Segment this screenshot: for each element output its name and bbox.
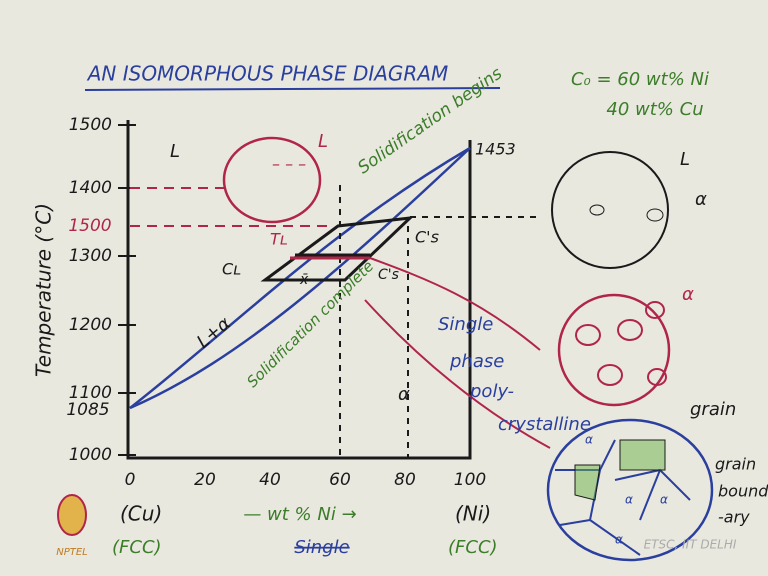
sketch-label: α	[682, 284, 694, 305]
x-end: (Ni)	[455, 502, 491, 526]
logo	[58, 495, 86, 535]
annotation: Cʟ	[222, 260, 241, 279]
slide: AN ISOMORPHOUS PHASE DIAGRAM C₀ = 60 wt%…	[0, 0, 768, 576]
y-tick-label: 1500	[69, 115, 112, 135]
y-tick-label: 1000	[69, 445, 112, 465]
y-axis-label: Temperature (°C)	[32, 203, 56, 377]
x-axis-label: — wt % Ni →	[243, 504, 356, 525]
x-tick-label: 20	[194, 470, 216, 490]
x-note: Single	[294, 537, 349, 558]
x-tick-label: 40	[259, 470, 281, 490]
y-tick-label: 1400	[69, 178, 112, 198]
y-tick-label: 1200	[69, 315, 112, 335]
y-mark: 1500	[68, 216, 111, 236]
melting-point: 1453	[475, 140, 516, 159]
composition: 40 wt% Cu	[606, 99, 703, 120]
region-label: α	[398, 384, 410, 405]
logo-text: NPTEL	[56, 547, 88, 558]
x-tick-label: 100	[454, 470, 486, 490]
credit: ETSC, IIT DELHI	[644, 538, 737, 552]
annotation: phase	[449, 351, 504, 372]
annotation: x̄	[299, 272, 309, 288]
grain-label: α	[660, 493, 668, 507]
sketch-label: L	[318, 131, 328, 152]
annotation: grain	[690, 399, 736, 420]
annotation: C's	[378, 267, 399, 283]
region-label: L	[170, 141, 180, 162]
sketch-label: α	[695, 189, 707, 210]
x-end: (Cu)	[120, 502, 162, 526]
annotation: crystalline	[498, 414, 591, 435]
x-tick-label: 0	[125, 470, 136, 490]
annotation: -ary	[718, 508, 750, 527]
x-end: (FCC)	[448, 537, 498, 558]
grain-label: α	[585, 433, 593, 447]
annotation: grain	[715, 455, 756, 474]
x-tick-label: 60	[329, 470, 351, 490]
composition: C₀ = 60 wt% Ni	[571, 69, 709, 90]
sketch-label: L	[680, 149, 690, 170]
annotation: poly-	[469, 381, 514, 402]
annotation: bound	[718, 482, 768, 501]
grain-label: α	[615, 533, 623, 547]
title: AN ISOMORPHOUS PHASE DIAGRAM	[86, 62, 449, 86]
y-mark: 1085	[66, 400, 109, 420]
annotation: Single	[438, 314, 493, 335]
sketch-dash: – – –	[272, 155, 306, 174]
x-end: (FCC)	[112, 537, 162, 558]
y-tick-label: 1300	[69, 246, 112, 266]
annotation: C's	[415, 228, 439, 247]
x-tick-label: 80	[394, 470, 416, 490]
annotation: Tʟ	[270, 230, 288, 249]
grain-label: α	[625, 493, 633, 507]
